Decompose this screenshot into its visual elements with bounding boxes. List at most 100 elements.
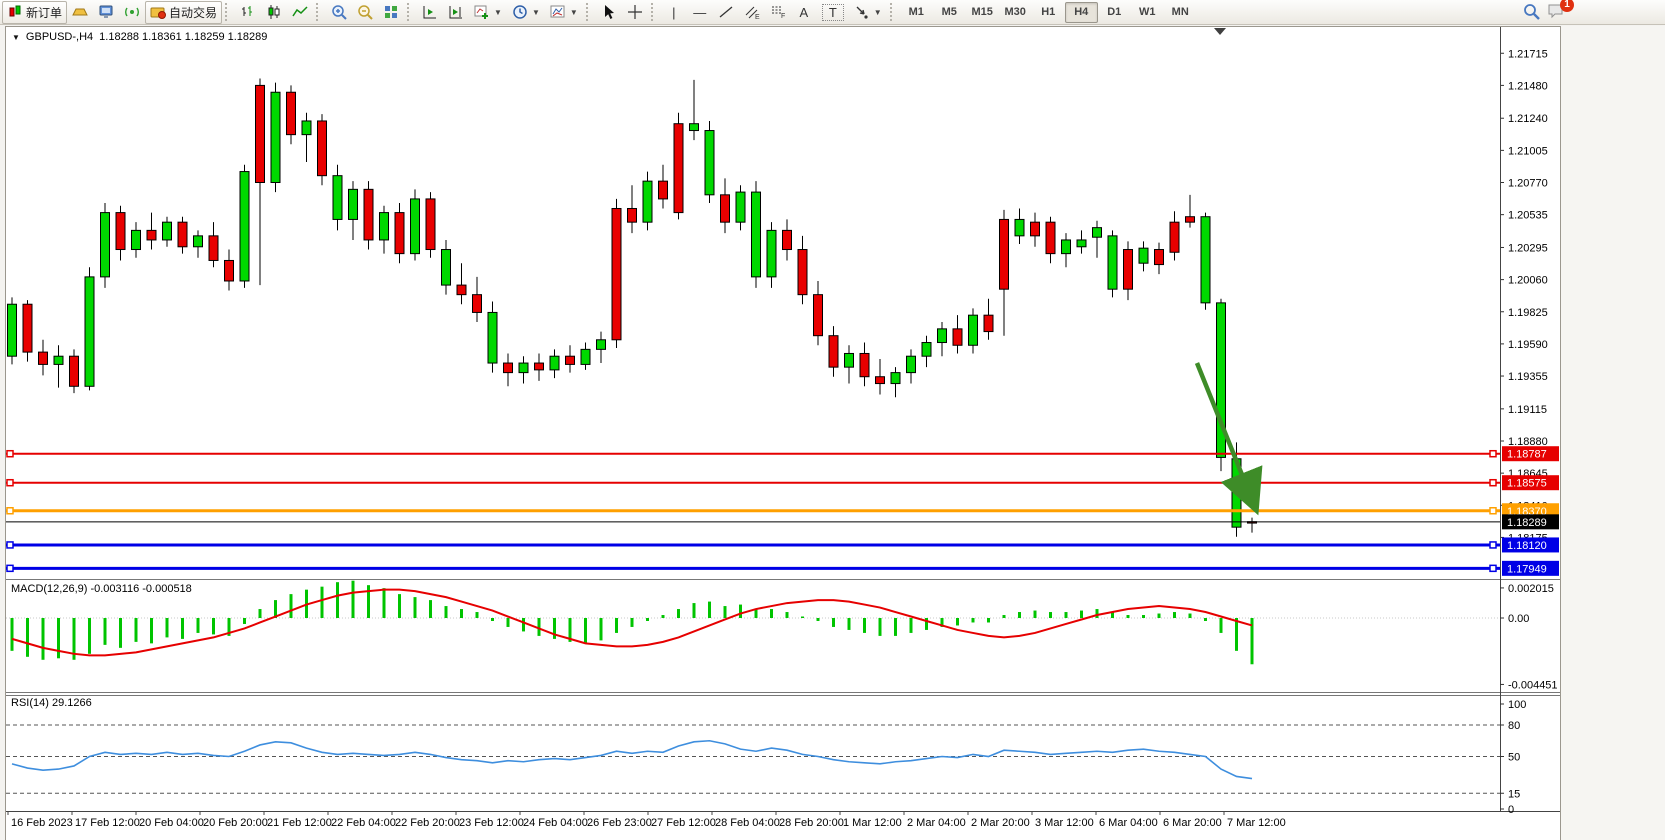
timeframe-button-D1[interactable]: D1 — [1107, 5, 1122, 18]
timeframe-button-M1[interactable]: M1 — [908, 5, 924, 18]
chart-canvas[interactable]: 1.21715 1.21480 1.21240 1.21005 1.20770 1.205… — [6, 27, 1560, 840]
zoom-in-button[interactable] — [326, 1, 352, 24]
fibonacci-icon: F — [770, 4, 786, 20]
line-anchor[interactable] — [6, 449, 14, 458]
candle-body — [518, 362, 529, 374]
fibonacci-tool-button[interactable]: F — [765, 1, 791, 24]
timeframe-button-M30[interactable]: M30 — [1004, 5, 1026, 18]
rsi-axis-label: 15 — [1508, 788, 1520, 800]
candle-body — [441, 249, 451, 286]
candle-body — [611, 207, 622, 341]
candle-body — [193, 235, 203, 248]
timeframe-button-M5[interactable]: M5 — [941, 5, 957, 18]
line-anchor[interactable] — [1489, 478, 1497, 487]
time-axis-label: 22 Feb 04:00 — [331, 817, 396, 829]
timeframe-button-M15[interactable]: M15 — [971, 5, 993, 18]
candle-body — [735, 191, 746, 223]
line-anchor[interactable] — [6, 478, 14, 487]
channel-tool-button[interactable]: E — [739, 1, 765, 24]
timeframe-button-MN[interactable]: MN — [1171, 5, 1189, 18]
price-axis-label: 1.18880 — [1508, 436, 1548, 448]
candle-body — [208, 235, 219, 261]
text-tool-icon: A — [799, 4, 809, 20]
line-anchor[interactable] — [1489, 507, 1497, 515]
chart-title-overlay[interactable]: ▼ GBPUSD-,H4 1.18288 1.18361 1.18259 1.1… — [12, 31, 267, 43]
price-axis-label: 1.20295 — [1508, 242, 1548, 254]
rsi-axis-label: 100 — [1508, 699, 1526, 711]
candle-body — [503, 362, 513, 374]
template-button[interactable]: ▼ — [545, 1, 583, 24]
chart-shift-marker[interactable] — [1214, 28, 1226, 35]
candle-body — [239, 171, 250, 282]
signals-button[interactable] — [119, 1, 145, 24]
timeframe-button-W1[interactable]: W1 — [1138, 5, 1156, 18]
price-axis-label: 1.20060 — [1508, 275, 1548, 287]
candle-body — [363, 188, 374, 241]
search-icon[interactable] — [1523, 3, 1540, 20]
new-order-button[interactable]: 新订单 — [2, 0, 68, 24]
market-watch-button[interactable] — [93, 1, 119, 24]
line-anchor[interactable] — [1489, 564, 1497, 573]
candle-body — [348, 188, 358, 220]
zoom-out-button[interactable] — [352, 1, 378, 24]
candle-body — [22, 303, 33, 353]
price-axis-label: 1.19825 — [1508, 307, 1548, 319]
bar-chart-icon — [240, 4, 256, 20]
text-tool-button[interactable]: A — [791, 1, 817, 24]
candlestick-mode-button[interactable] — [261, 1, 287, 24]
line-anchor[interactable] — [6, 507, 14, 515]
timeframe-group: M1 M5 M15 M30 H1 H4 D1 W1 MN — [900, 1, 1197, 23]
annotation-arrow[interactable] — [1194, 362, 1263, 516]
price-axis-label: 1.21240 — [1508, 113, 1548, 125]
candle-body — [1200, 216, 1211, 304]
line-anchor[interactable] — [1489, 541, 1497, 549]
price-tag — [1502, 446, 1559, 462]
timeframe-button-H4[interactable]: H4 — [1064, 1, 1098, 23]
rsi-axis-label: 80 — [1508, 720, 1520, 732]
toolbar-separator — [316, 3, 323, 21]
line-chart-mode-button[interactable] — [287, 1, 313, 24]
chart-shift-button[interactable] — [443, 1, 469, 24]
period-button[interactable]: ▼ — [507, 1, 545, 24]
candle-body — [7, 303, 17, 357]
auto-trading-button[interactable]: 自动交易 — [145, 0, 223, 24]
time-axis-label: 20 Feb 20:00 — [203, 817, 268, 829]
candle-body — [968, 314, 978, 346]
candle-body — [69, 355, 79, 387]
price-axis-label: 1.20535 — [1508, 210, 1548, 222]
chart-window[interactable]: 1.21715 1.21480 1.21240 1.21005 1.20770 1.205… — [5, 26, 1561, 840]
candle-body — [890, 372, 901, 385]
auto-scroll-button[interactable] — [417, 1, 443, 24]
candle-body — [797, 249, 808, 296]
line-anchor[interactable] — [1489, 449, 1497, 458]
equidistant-channel-icon: E — [744, 4, 760, 21]
timeframe-button-H1[interactable]: H1 — [1041, 5, 1056, 18]
trendline-tool-button[interactable] — [713, 1, 739, 24]
price-axis-label: 1.19355 — [1508, 371, 1548, 383]
time-axis-label: 6 Mar 04:00 — [1099, 817, 1158, 829]
line-anchor[interactable] — [6, 564, 14, 573]
notifications-button[interactable]: 1 — [1547, 0, 1574, 20]
cursor-tool-button[interactable] — [596, 1, 622, 24]
candle-body — [487, 311, 498, 364]
new-chart-icon — [474, 4, 490, 20]
candle-body — [565, 355, 575, 365]
time-axis-label: 2 Mar 20:00 — [971, 817, 1030, 829]
new-chart-button[interactable]: ▼ — [469, 1, 507, 24]
text-label-tool-button[interactable]: T — [817, 1, 849, 24]
arrows-tool-button[interactable]: ▼ — [849, 1, 887, 24]
bar-chart-mode-button[interactable] — [235, 1, 261, 24]
crosshair-tool-button[interactable] — [622, 1, 648, 24]
candle-body — [255, 84, 265, 184]
line-anchor[interactable] — [6, 541, 14, 549]
price-axis-label: 1.19590 — [1508, 339, 1548, 351]
time-axis-label: 23 Feb 12:00 — [459, 817, 524, 829]
template-icon — [550, 4, 566, 20]
horizontal-line-tool-button[interactable]: — — [687, 1, 713, 24]
tile-windows-button[interactable] — [378, 1, 404, 24]
vertical-line-tool-button[interactable]: | — [661, 1, 687, 24]
gold-symbol-button[interactable] — [67, 1, 93, 24]
candle-body — [906, 355, 916, 374]
candle-body — [720, 194, 730, 223]
candle-body — [844, 352, 854, 368]
